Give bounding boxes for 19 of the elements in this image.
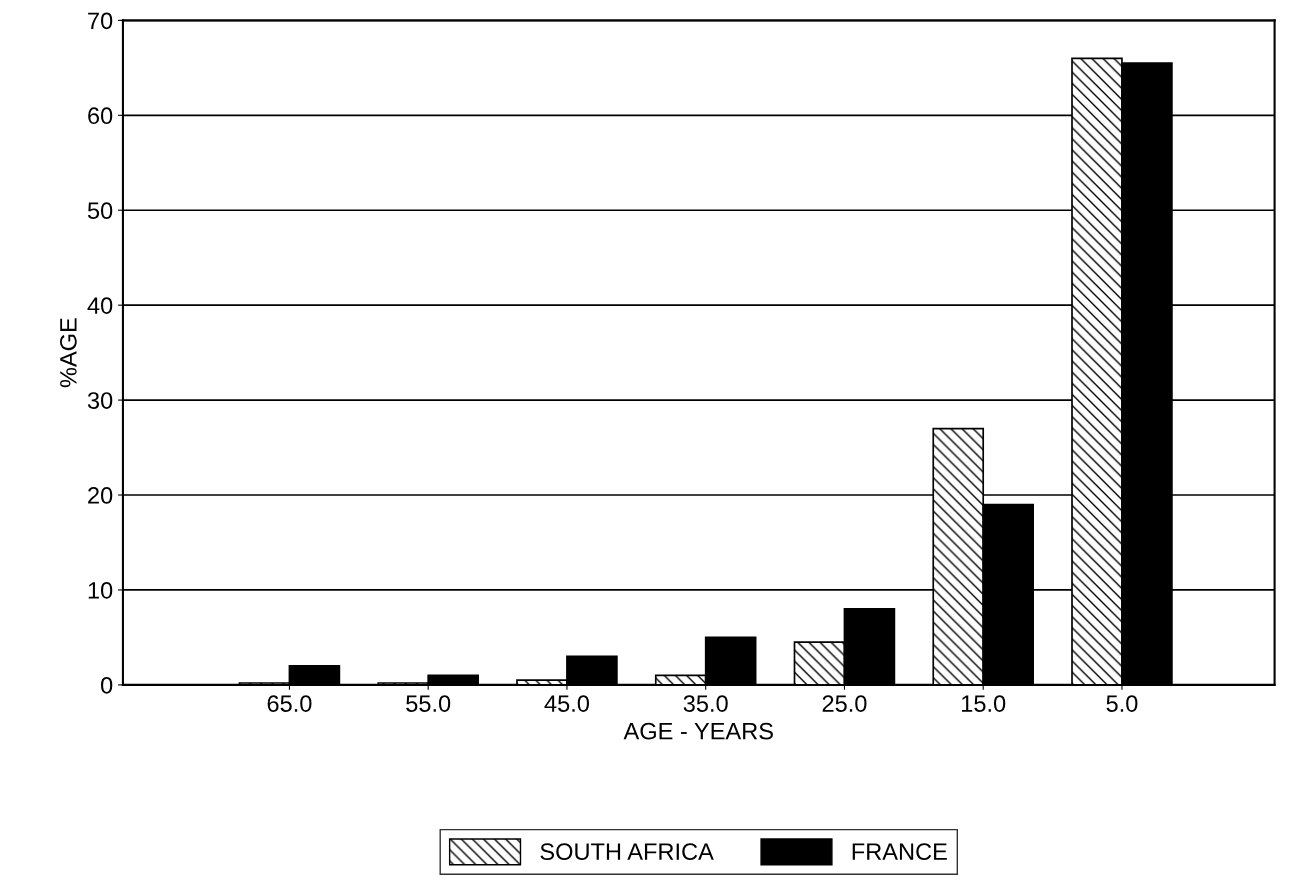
x-tick-label: 55.0: [406, 695, 451, 712]
y-tick-label: 50: [87, 202, 113, 220]
y-tick-label: 0: [101, 676, 113, 694]
x-tick-label: 45.0: [544, 695, 589, 712]
y-tick-label: 60: [88, 107, 113, 125]
y-tick-label: 30: [87, 392, 113, 409]
x-tick-label: 15.0: [962, 695, 1006, 712]
legend-label: SOUTH AFRICA: [540, 843, 714, 861]
x-axis-title: AGE - YEARS: [623, 722, 773, 740]
y-tick-label: 10: [88, 582, 113, 599]
x-tick-label: 25.0: [822, 695, 867, 712]
x-tick-label: 65.0: [267, 695, 312, 712]
y-tick-label: 40: [87, 297, 113, 314]
y-tick-label: 70: [88, 12, 113, 30]
legend-label: FRANCE: [852, 843, 947, 861]
y-axis-title: %AGE: [60, 318, 77, 388]
x-tick-label: 35.0: [683, 695, 728, 712]
y-tick-label: 20: [88, 487, 113, 504]
x-tick-label: 5.0: [1106, 695, 1138, 712]
